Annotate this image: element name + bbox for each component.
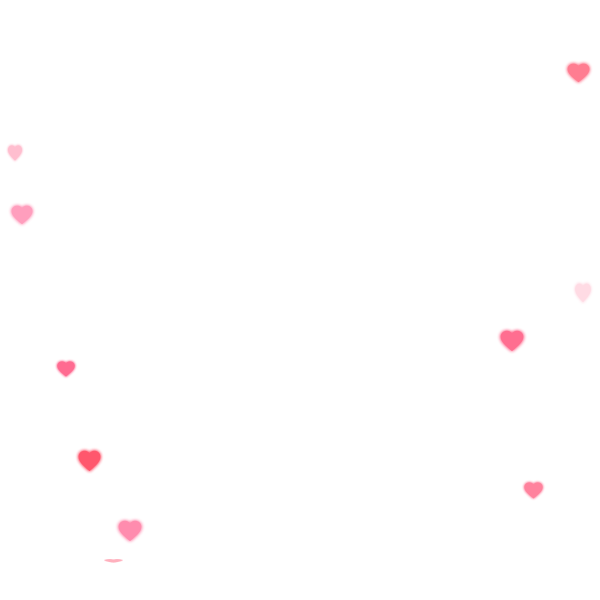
heart-icon [523,481,544,500]
heart-icon [7,144,23,162]
heart-icon [566,62,591,84]
heart-icon [10,204,34,226]
heart-icon [77,449,102,473]
heart-icon [117,519,143,543]
heart-icon [574,282,592,304]
heart-icon [56,360,76,378]
heart-icon [499,329,525,353]
heart-icon [104,559,123,563]
